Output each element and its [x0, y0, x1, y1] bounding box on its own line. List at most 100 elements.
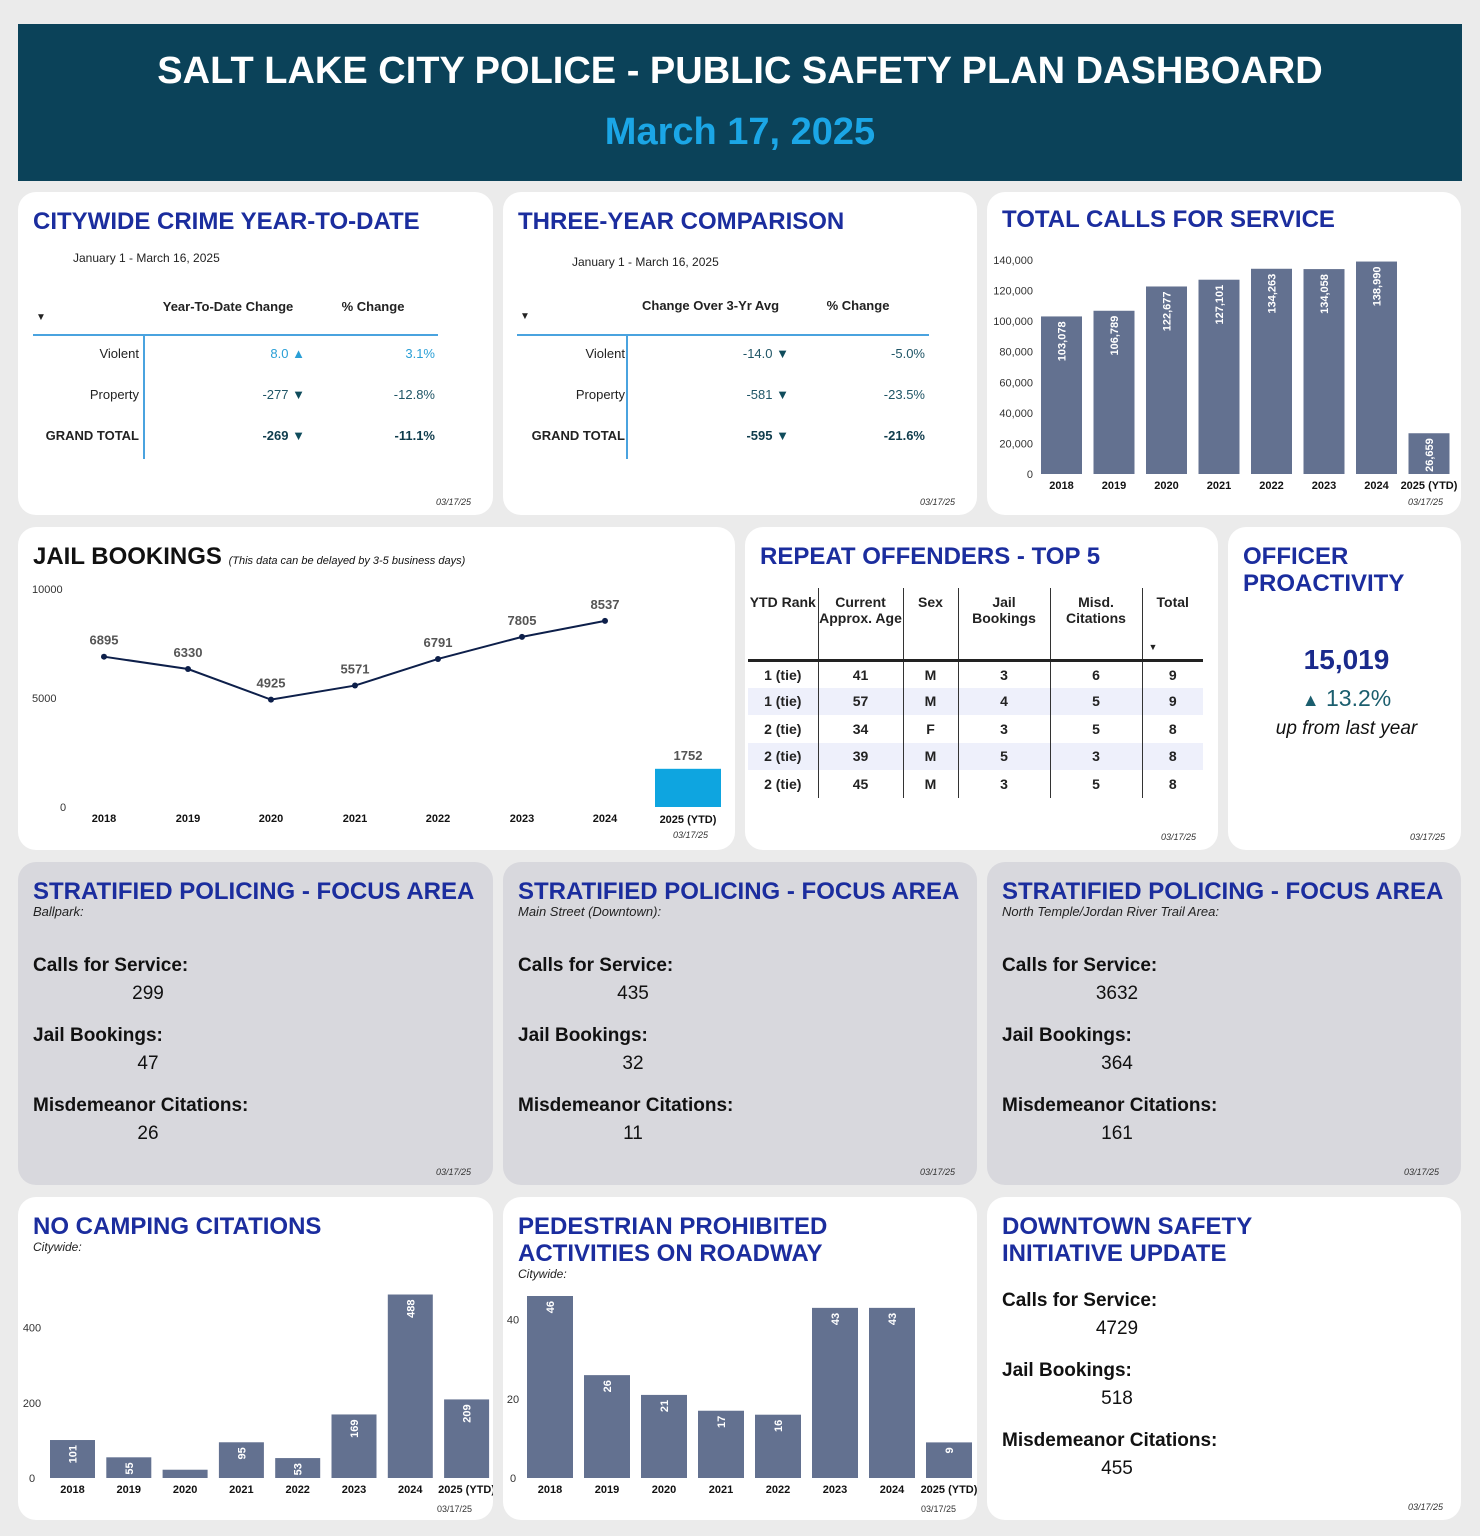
bar[interactable]: [926, 1442, 972, 1478]
bar[interactable]: [1356, 261, 1397, 474]
jail-label: Jail Bookings:: [1002, 1025, 1132, 1046]
bar[interactable]: [1251, 268, 1292, 474]
bar[interactable]: [387, 1294, 433, 1478]
x-tick-label: 2021: [1207, 480, 1231, 492]
col-header[interactable]: Sex: [902, 588, 958, 662]
x-tick-label: 2025 (YTD): [660, 814, 717, 826]
table-cell: 9: [1141, 660, 1203, 688]
delay-note: (This data can be delayed by 3-5 busines…: [228, 555, 466, 567]
date-stamp: 03/17/25: [673, 830, 709, 840]
bar[interactable]: [1041, 316, 1082, 474]
table-cell: 2 (tie): [748, 742, 818, 770]
table-cell: 4: [957, 687, 1050, 715]
y-tick-label: 0: [60, 802, 66, 814]
citywide-crime-card: CITYWIDE CRIME YEAR-TO-DATE January 1 - …: [18, 192, 493, 515]
bar[interactable]: [1303, 269, 1345, 474]
card-title: OFFICER PROACTIVITY: [1243, 543, 1405, 597]
bar[interactable]: [331, 1414, 377, 1478]
col-header[interactable]: Total ▼: [1141, 588, 1203, 662]
data-point[interactable]: [268, 696, 274, 703]
table-cell: M: [902, 770, 958, 798]
table-row: 2 (tie) 34 F 3 5 8: [748, 715, 1203, 743]
col-header-change[interactable]: Change Over 3-Yr Avg: [641, 298, 780, 313]
x-tick-label: 2025 (YTD): [921, 1484, 977, 1496]
sort-caret-icon[interactable]: ▼: [520, 311, 530, 322]
bar[interactable]: [812, 1307, 858, 1478]
y-tick-label: 40: [507, 1315, 519, 1327]
sort-caret-icon[interactable]: ▼: [36, 312, 46, 323]
bar[interactable]: [218, 1442, 264, 1478]
col-header[interactable]: YTD Rank: [748, 588, 818, 662]
row-label: Violent: [99, 346, 139, 361]
row-label: Property: [575, 387, 625, 402]
three-year-comparison-card: THREE-YEAR COMPARISON January 1 - March …: [503, 192, 977, 515]
bar[interactable]: [527, 1296, 573, 1478]
bar-2025-ytd[interactable]: [655, 768, 721, 807]
x-tick-label: 2023: [1312, 480, 1336, 492]
area-label: Citywide:: [33, 1240, 82, 1254]
bar[interactable]: [1198, 279, 1240, 474]
sort-caret-icon[interactable]: ▼: [1148, 641, 1158, 652]
data-point[interactable]: [185, 666, 191, 673]
bar[interactable]: [584, 1375, 630, 1478]
table-cell: 3: [957, 660, 1050, 688]
bar[interactable]: [50, 1440, 95, 1478]
jail-label: Jail Bookings:: [1002, 1360, 1132, 1381]
bar[interactable]: [1093, 310, 1135, 474]
bar[interactable]: [1408, 433, 1450, 474]
col-header[interactable]: Current Approx. Age: [817, 588, 903, 662]
col-header[interactable]: Jail Bookings: [957, 588, 1050, 662]
col-header-pct[interactable]: % Change: [826, 298, 890, 313]
data-point[interactable]: [602, 617, 608, 624]
data-label: 43: [887, 1313, 899, 1325]
jail-value: 32: [622, 1053, 644, 1074]
date-stamp: 03/17/25: [1403, 1167, 1439, 1177]
data-point[interactable]: [352, 682, 358, 689]
table-cell: 2 (tie): [764, 720, 802, 737]
data-label: 134,058: [1319, 274, 1331, 314]
y-tick-label: 400: [23, 1323, 41, 1335]
table-cell: 41: [817, 660, 903, 688]
y-tick-label: 140,000: [993, 255, 1033, 267]
bar[interactable]: [869, 1307, 915, 1478]
table-cell: 2 (tie): [764, 775, 802, 792]
y-tick-label: 5000: [32, 693, 56, 705]
proactivity-note: up from last year: [1275, 718, 1418, 739]
data-point[interactable]: [519, 633, 525, 640]
x-tick-label: 2020: [1154, 480, 1178, 492]
bar[interactable]: [444, 1399, 490, 1478]
bar[interactable]: [275, 1458, 321, 1478]
up-triangle-icon: ▲: [292, 346, 305, 361]
x-tick-label: 2022: [285, 1484, 309, 1496]
col-header-ytd[interactable]: Year-To-Date Change: [162, 299, 294, 314]
misd-label: Misdemeanor Citations:: [1002, 1095, 1218, 1116]
card-title: THREE-YEAR COMPARISON: [518, 208, 845, 235]
table-cell: M: [902, 660, 958, 688]
data-point[interactable]: [435, 655, 441, 662]
data-label: 55: [124, 1462, 136, 1474]
bar[interactable]: [698, 1410, 744, 1478]
jail-label: Jail Bookings:: [33, 1025, 163, 1046]
bar[interactable]: [755, 1414, 801, 1478]
bar[interactable]: [106, 1457, 152, 1478]
row-pct: -5.0%: [891, 346, 925, 361]
y-tick-label: 40,000: [999, 408, 1033, 420]
data-label: 6895: [90, 633, 119, 648]
bar[interactable]: [1146, 286, 1187, 474]
bar[interactable]: [641, 1394, 687, 1478]
col-header-pct[interactable]: % Change: [341, 299, 405, 314]
data-point[interactable]: [101, 653, 107, 660]
row-label: Property: [89, 387, 139, 402]
calls-value: 435: [617, 983, 649, 1004]
card-title: REPEAT OFFENDERS - TOP 5: [760, 543, 1101, 570]
total-calls-card: TOTAL CALLS FOR SERVICE 0 20,000 40,000 60,…: [987, 192, 1461, 515]
card-title: CITYWIDE CRIME YEAR-TO-DATE: [33, 208, 420, 235]
calls-label: Calls for Service:: [1002, 955, 1158, 976]
date-stamp: 03/17/25: [919, 1167, 955, 1177]
bar[interactable]: [162, 1469, 208, 1478]
y-tick-label: 20: [507, 1394, 519, 1406]
data-label: 26,659: [1424, 438, 1436, 472]
col-header[interactable]: Misd. Citations: [1049, 588, 1142, 662]
table-cell: 45: [817, 770, 903, 798]
row-label: GRAND TOTAL: [45, 428, 139, 443]
